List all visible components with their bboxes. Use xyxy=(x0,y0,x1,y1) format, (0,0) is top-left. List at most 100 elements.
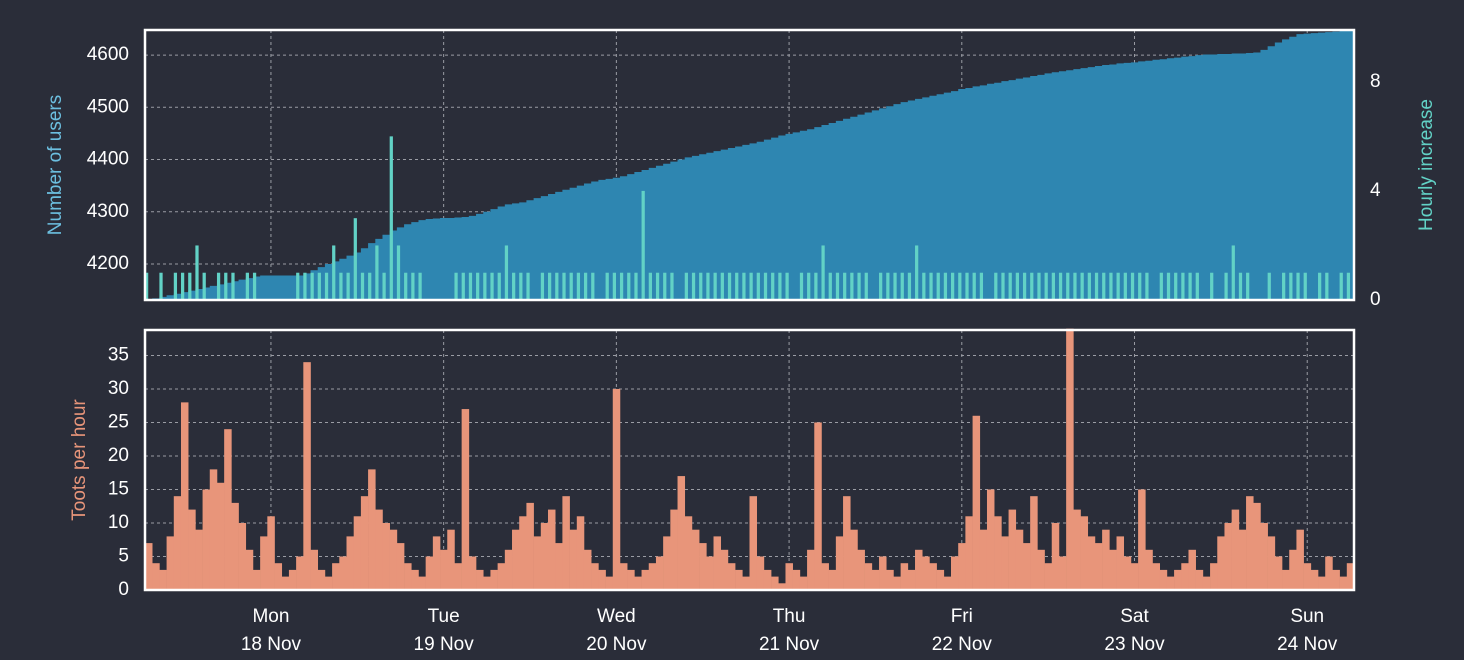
toots-bar xyxy=(1015,529,1024,590)
toots-bar xyxy=(231,502,239,590)
toots-bar xyxy=(850,529,858,590)
increase-bar xyxy=(504,245,509,300)
increase-bar xyxy=(1001,272,1005,300)
increase-bar xyxy=(173,272,178,300)
toots-bar xyxy=(648,563,657,590)
toots-bar xyxy=(360,496,369,590)
increase-bar xyxy=(1037,272,1041,300)
x-tick-label: Mon xyxy=(252,606,289,627)
toots-bar xyxy=(1073,509,1081,590)
toots-bar xyxy=(619,563,628,590)
toots-bar xyxy=(958,543,966,590)
increase-bar xyxy=(1044,272,1048,300)
increase-bar xyxy=(483,272,487,300)
increase-bar xyxy=(332,245,336,300)
toots-bar xyxy=(339,556,347,590)
toots-bar xyxy=(1145,549,1153,590)
increase-bar xyxy=(526,272,530,300)
toots-bar xyxy=(994,516,1002,590)
increase-bar xyxy=(821,245,825,300)
increase-bar xyxy=(799,272,804,300)
y-tick-label: 30 xyxy=(108,378,129,399)
toots-bar xyxy=(461,409,470,590)
toots-bar xyxy=(792,569,801,590)
toots-bar xyxy=(1094,543,1103,590)
increase-bar xyxy=(670,272,674,300)
increase-bar xyxy=(512,272,516,300)
toots-bar xyxy=(432,536,441,590)
increase-bar xyxy=(958,272,962,300)
increase-bar xyxy=(850,272,854,300)
x-tick-sublabel: 21 Nov xyxy=(759,634,820,655)
toots-bar xyxy=(1253,502,1261,590)
y-tick-label: 4300 xyxy=(87,201,129,222)
toots-bar xyxy=(303,362,311,590)
increase-bar xyxy=(756,272,760,300)
toots-bar xyxy=(864,563,873,590)
increase-bar xyxy=(555,272,559,300)
toots-bar xyxy=(612,388,621,590)
increase-bar xyxy=(1130,272,1135,300)
increase-bar xyxy=(864,272,868,300)
increase-bar xyxy=(1231,245,1235,300)
toots-bar xyxy=(180,402,189,590)
toots-bar xyxy=(799,576,808,590)
toots-bar xyxy=(677,476,686,590)
x-tick-label: Thu xyxy=(773,606,806,627)
increase-bar xyxy=(857,272,861,300)
toots-bar xyxy=(742,576,750,590)
toots-bar xyxy=(1325,556,1333,590)
toots-bar xyxy=(1246,496,1254,590)
increase-bar xyxy=(655,272,660,300)
toots-bar xyxy=(807,549,815,590)
toots-bar xyxy=(1346,563,1355,590)
toots-bar xyxy=(835,536,844,590)
x-tick-label: Wed xyxy=(597,606,636,627)
increase-bar xyxy=(468,272,473,300)
increase-bar xyxy=(720,272,724,300)
increase-bar xyxy=(972,272,976,300)
toots-bar xyxy=(655,556,664,590)
toots-bar xyxy=(447,529,455,590)
toots-bar xyxy=(375,509,383,590)
toots-bar xyxy=(828,569,837,590)
toots-bar xyxy=(1116,536,1125,590)
increase-bar xyxy=(828,272,832,300)
toots-bar xyxy=(699,543,707,590)
toots-bar xyxy=(1224,522,1232,590)
toots-bar xyxy=(1030,496,1038,590)
toots-bar xyxy=(771,576,779,590)
increase-bar xyxy=(1181,272,1185,300)
increase-bar xyxy=(562,272,566,300)
increase-bar xyxy=(1087,272,1091,300)
x-tick-label: Tue xyxy=(428,606,460,627)
increase-bar xyxy=(1094,272,1099,300)
increase-bar xyxy=(368,272,372,300)
toots-bar xyxy=(943,576,952,590)
toots-bar xyxy=(1008,509,1017,590)
toots-bar xyxy=(483,576,491,590)
toots-bar xyxy=(893,576,901,590)
toots-bar xyxy=(252,569,261,590)
toots-bar xyxy=(195,529,203,590)
increase-bar xyxy=(1303,272,1307,300)
toots-bar xyxy=(1044,563,1053,590)
toots-bar xyxy=(468,556,477,590)
increase-bar xyxy=(807,272,811,300)
y-tick-label: 20 xyxy=(108,445,129,466)
toots-bar xyxy=(1174,569,1182,590)
increase-bar xyxy=(879,272,883,300)
increase-bar xyxy=(317,272,321,300)
toots-bar xyxy=(583,549,592,590)
increase-bar xyxy=(188,272,192,300)
y-tick-label: 15 xyxy=(108,479,129,500)
increase-bar xyxy=(929,272,933,300)
increase-bar xyxy=(576,272,581,300)
toots-bar xyxy=(1159,569,1168,590)
increase-bar xyxy=(1246,272,1250,300)
toots-bar xyxy=(533,536,542,590)
x-tick-sublabel: 19 Nov xyxy=(414,634,475,655)
toots-bar xyxy=(202,489,211,590)
increase-bar xyxy=(1030,272,1034,300)
increase-bar xyxy=(1289,272,1293,300)
